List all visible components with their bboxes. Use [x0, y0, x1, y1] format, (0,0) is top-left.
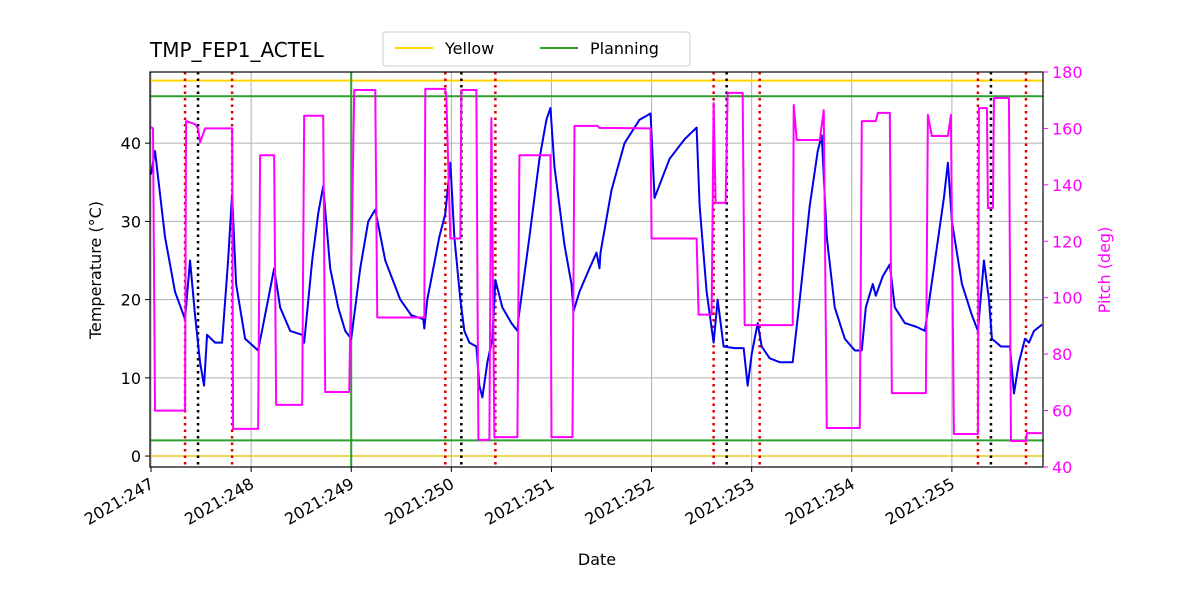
y2-axis-label: Pitch (deg): [1095, 227, 1114, 314]
y2-tick-label: 120: [1052, 232, 1083, 251]
y2-tick-label: 60: [1052, 402, 1072, 421]
y-tick-label: 10: [121, 369, 141, 388]
y2-tick-label: 160: [1052, 119, 1083, 138]
y-tick-label: 20: [121, 291, 141, 310]
plot-frame: [149, 71, 1044, 468]
y-tick-label: 30: [121, 212, 141, 231]
y2-tick-label: 140: [1052, 176, 1083, 195]
plot-area: [150, 72, 1043, 467]
legend-box: [382, 31, 691, 67]
y-tick-label: 0: [131, 447, 141, 466]
y2-tick-label: 80: [1052, 345, 1072, 364]
x-axis-label: Date: [578, 550, 616, 569]
legend-label: Planning: [590, 39, 659, 58]
y2-tick-label: 180: [1052, 63, 1083, 82]
chart-title: TMP_FEP1_ACTEL: [149, 38, 325, 62]
y2-tick-label: 40: [1052, 458, 1072, 477]
data-line: [150, 87, 1042, 443]
y-axis-label: Temperature (°C): [86, 201, 105, 340]
legend-label: Yellow: [444, 39, 494, 58]
y-tick-label: 40: [121, 134, 141, 153]
y2-tick-label: 100: [1052, 289, 1083, 308]
legend: Yellow Planning: [395, 39, 659, 58]
